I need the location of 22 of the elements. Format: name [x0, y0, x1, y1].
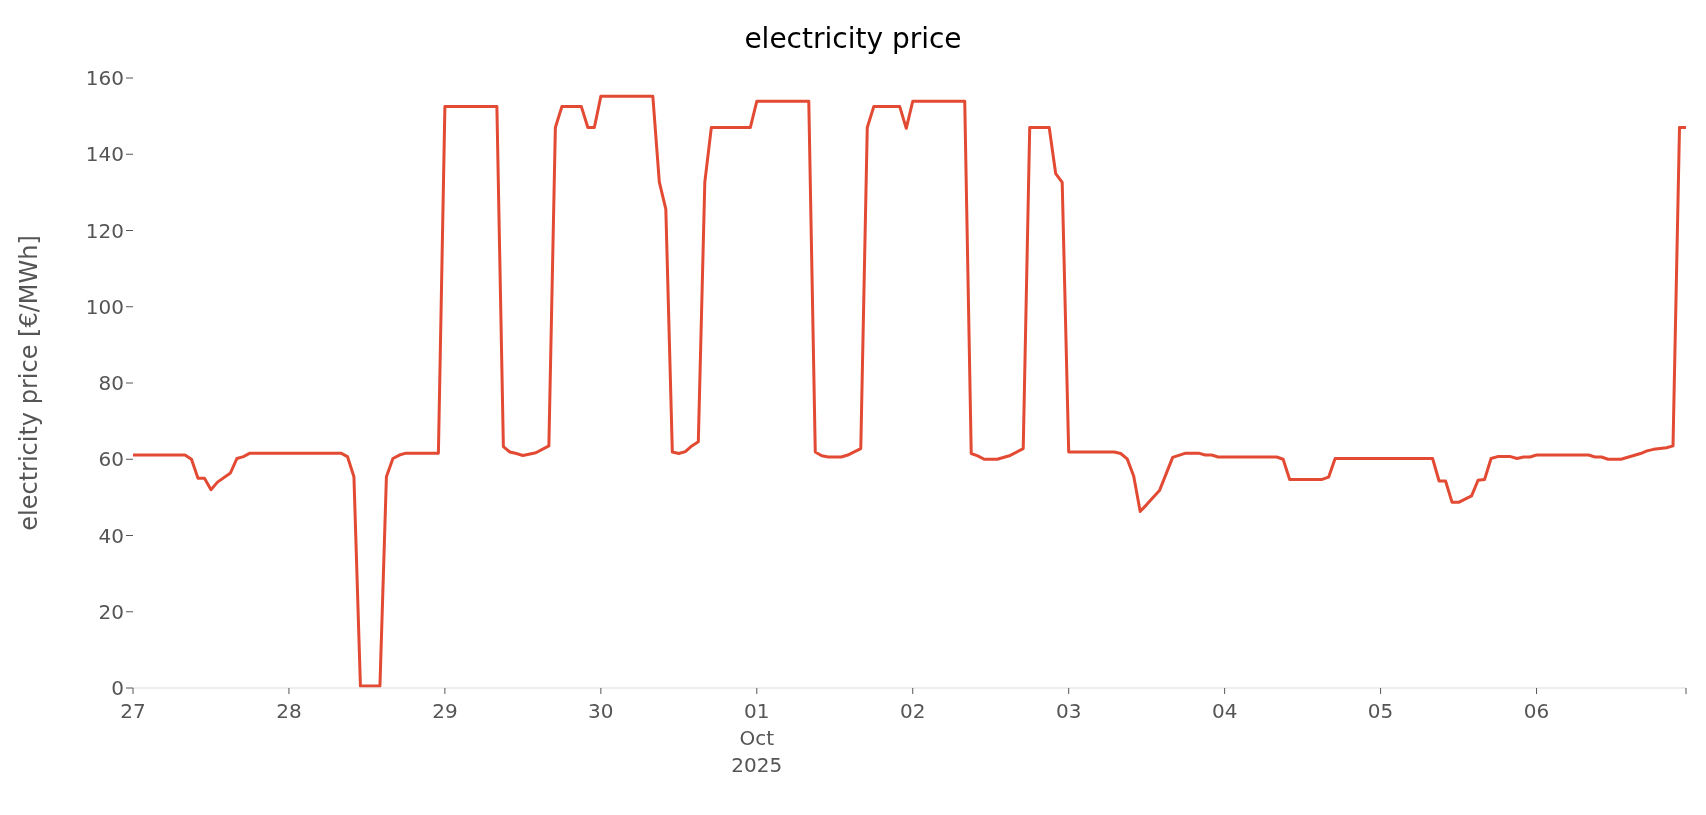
- y-tick-label: 60: [98, 447, 124, 472]
- x-tick-label: 06: [1523, 699, 1550, 723]
- x-tick-label: 01 Oct 2025: [731, 699, 783, 777]
- y-tick-label: 80: [98, 371, 124, 396]
- y-tick-label: 40: [98, 523, 124, 548]
- x-tick-label: 05: [1367, 699, 1394, 723]
- y-axis-title: electricity price [€/MWh]: [14, 235, 43, 531]
- x-tick-label: 27: [120, 699, 146, 723]
- line-series: [133, 94, 1686, 688]
- x-tick-label: 03: [1055, 699, 1082, 723]
- chart-title: electricity price: [743, 22, 963, 55]
- x-tick-label: 28: [276, 699, 302, 723]
- x-tick-label: 04: [1211, 699, 1238, 723]
- y-tick-label: 120: [85, 218, 124, 243]
- y-tick-label: 100: [85, 294, 124, 319]
- y-tick-label: 20: [98, 599, 124, 624]
- x-tick-label: 30: [588, 699, 614, 723]
- y-tick-label: 0: [111, 676, 124, 701]
- x-tick-label: 29: [432, 699, 458, 723]
- x-tick-label: 02: [900, 699, 926, 723]
- y-tick-label: 140: [85, 142, 124, 167]
- y-tick-label: 160: [85, 66, 124, 91]
